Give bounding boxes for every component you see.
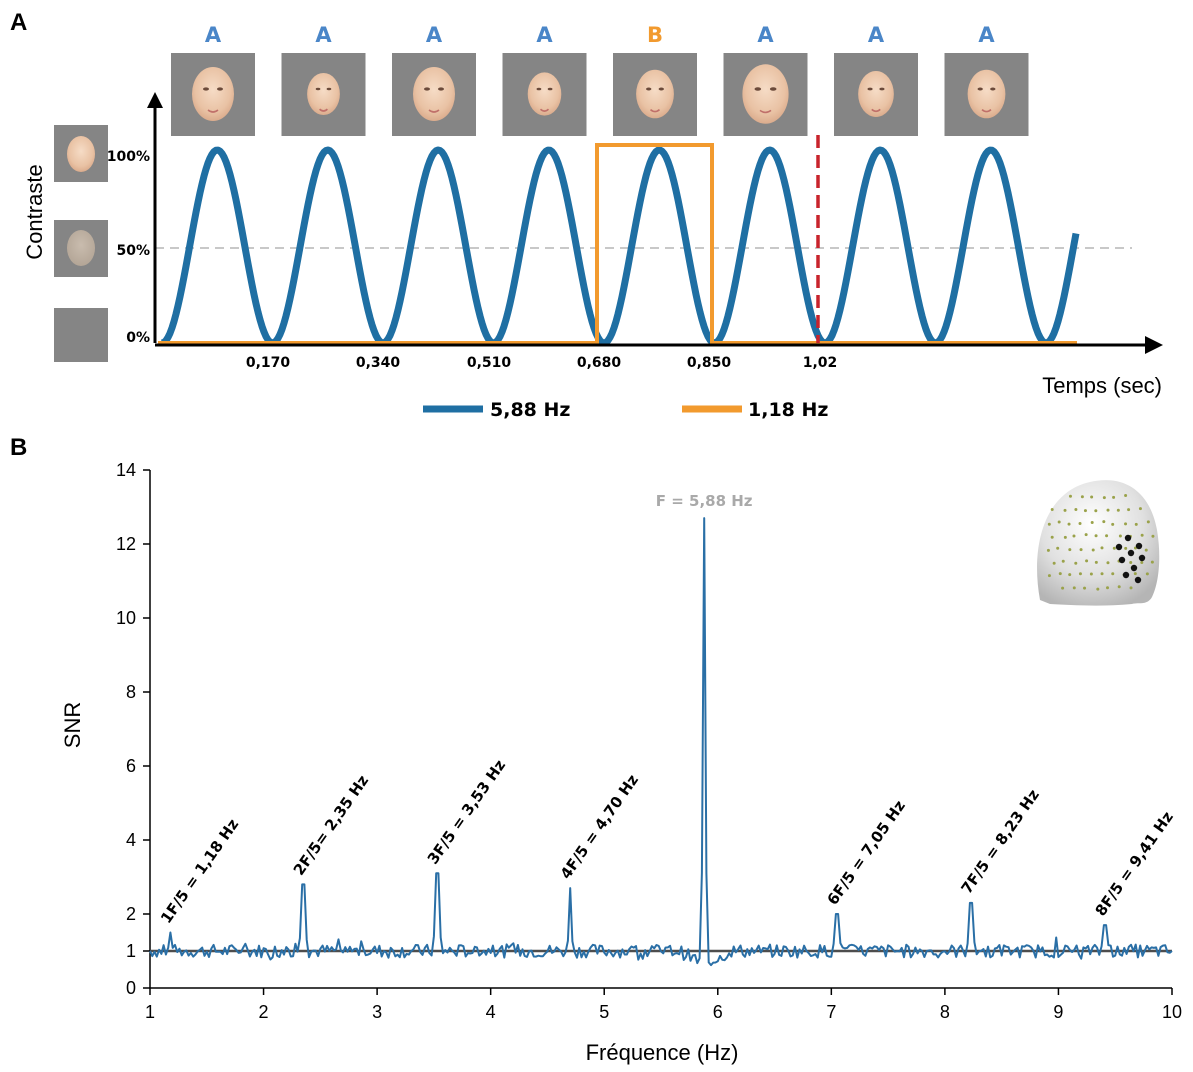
x-tick-b-1: 2: [259, 1002, 269, 1022]
y-tick-b-1: 1: [126, 941, 136, 961]
square-wave-1-18hz: [158, 143, 1077, 345]
harmonic-labels: 1F/5 = 1,18 Hz 2F/5= 2,35 Hz 3F/5 = 3,53 H…: [157, 492, 1177, 927]
face-image: [527, 72, 562, 116]
peak-label-2: 3F/5 = 3,53 Hz: [424, 756, 510, 867]
peak-label-3: 4F/5 = 4,70 Hz: [557, 771, 643, 882]
peak-label-6: 7F/5 = 8,23 Hz: [958, 786, 1044, 897]
peak-label-1: 2F/5= 2,35 Hz: [290, 772, 373, 879]
x-tick-b-8: 9: [1053, 1002, 1063, 1022]
legend: 5,88 Hz 1,18 Hz: [423, 399, 828, 421]
peak-label-5: 6F/5 = 7,05 Hz: [824, 797, 910, 908]
sequence-label-0: A: [205, 23, 222, 47]
x-tick-a-5: 1,02: [803, 355, 838, 371]
sequence-label-6: A: [868, 23, 885, 47]
y-tick-100: 100%: [107, 149, 150, 165]
y-tick-b-0: 0: [126, 978, 136, 998]
y-tick-b-5: 8: [126, 682, 136, 702]
y-tick-b-3: 4: [126, 830, 136, 850]
gray-square-icon: [54, 308, 108, 362]
panel-b-letter: B: [10, 434, 27, 461]
x-axis-b-title: Fréquence (Hz): [586, 1040, 739, 1065]
snr-spectrum-line: [149, 517, 1173, 967]
x-tick-b-7: 8: [940, 1002, 950, 1022]
x-tick-b-6: 7: [826, 1002, 836, 1022]
sequence-label-5: A: [757, 23, 774, 47]
x-tick-a-3: 0,680: [577, 355, 622, 371]
peak-label-fundamental: F = 5,88 Hz: [656, 492, 753, 510]
x-tick-a-0: 0,170: [246, 355, 291, 371]
y-tick-b-2: 2: [126, 904, 136, 924]
y-tick-b-4: 6: [126, 756, 136, 776]
face-image: [742, 64, 789, 124]
y-axis-a-title: Contraste: [22, 164, 47, 259]
y-tick-b-8: 14: [116, 460, 136, 480]
x-tick-b-9: 10: [1162, 1002, 1182, 1022]
contrast-swatch-icon: [67, 230, 95, 266]
peak-label-0: 1F/5 = 1,18 Hz: [157, 815, 243, 926]
x-tick-b-4: 5: [599, 1002, 609, 1022]
contrast-examples: [54, 125, 108, 362]
y-axis-a-arrow: [147, 92, 163, 108]
sequence-label-2: A: [426, 23, 443, 47]
x-tick-a-2: 0,510: [467, 355, 512, 371]
scalp-electrode-head-icon: [1037, 480, 1160, 606]
y-axis-b-title: SNR: [60, 702, 85, 748]
face-image: [67, 136, 95, 172]
y-tick-b-6: 10: [116, 608, 136, 628]
x-ticks-a: 0,170 0,340 0,510 0,680 0,850 1,02: [246, 355, 837, 371]
sequence-label-1: A: [315, 23, 332, 47]
face-image: [413, 67, 455, 121]
x-axis-a-arrow: [1145, 336, 1163, 354]
face-image: [967, 69, 1006, 119]
x-tick-b-3: 4: [486, 1002, 496, 1022]
face-image: [192, 67, 234, 121]
x-tick-a-4: 0,850: [687, 355, 732, 371]
x-axis-a-title: Temps (sec): [1042, 373, 1162, 398]
x-tick-a-1: 0,340: [356, 355, 401, 371]
x-tick-b-2: 3: [372, 1002, 382, 1022]
legend-label-1-18: 1,18 Hz: [748, 399, 828, 421]
sequence-label-3: A: [536, 23, 553, 47]
y-tick-0: 0%: [126, 330, 150, 346]
sine-wave-5-88hz: [160, 146, 1080, 347]
face-image: [858, 71, 894, 117]
x-tick-b-5: 6: [713, 1002, 723, 1022]
panel-a-letter: A: [10, 9, 27, 36]
stimulus-face-row: [171, 53, 1029, 136]
peak-label-7: 8F/5 = 9,41 Hz: [1092, 808, 1178, 919]
face-image: [636, 69, 674, 119]
x-tick-b-0: 1: [145, 1002, 155, 1022]
sequence-label-7: A: [978, 23, 995, 47]
y-tick-50: 50%: [116, 243, 150, 259]
legend-label-5-88: 5,88 Hz: [490, 399, 570, 421]
sequence-label-4: B: [647, 23, 663, 47]
y-tick-b-7: 12: [116, 534, 136, 554]
face-image: [307, 72, 340, 116]
